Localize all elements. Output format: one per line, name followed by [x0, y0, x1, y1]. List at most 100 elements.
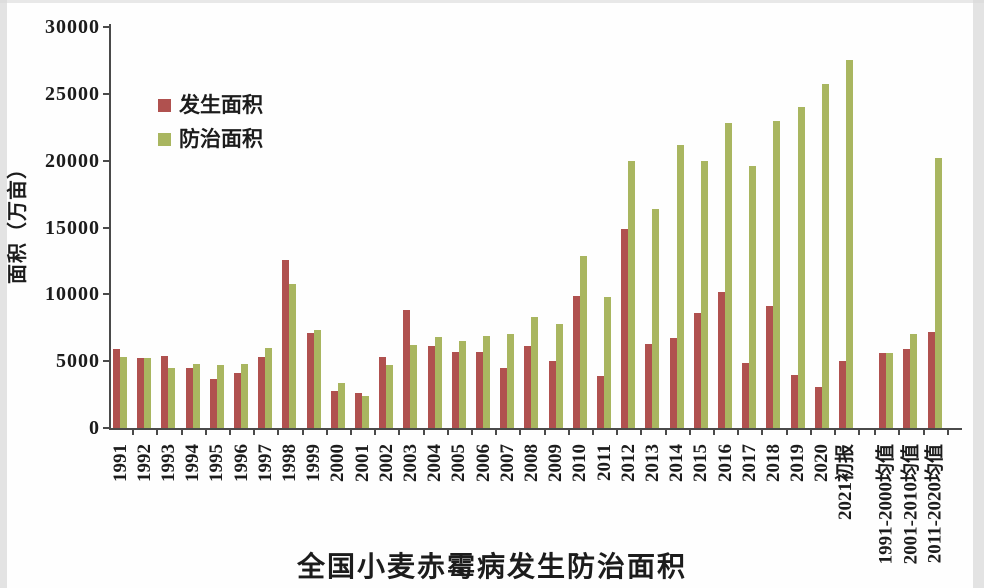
x-tick	[350, 430, 352, 435]
bar-occurrence-2018	[766, 306, 774, 428]
x-tick-label: 2004	[424, 444, 446, 482]
x-tick-label: 1994	[182, 444, 204, 482]
bar-occurrence-1998	[282, 259, 290, 428]
bar-occurrence-2005	[451, 351, 459, 428]
x-tick-label: 2017	[738, 444, 760, 482]
x-tick	[567, 430, 570, 435]
bar-control-2011-2020均值	[934, 157, 942, 428]
bar-control-1994	[192, 363, 200, 428]
bar-occurrence-2011-2020均值	[927, 331, 935, 428]
bar-occurrence-2004	[427, 346, 435, 428]
x-tick-label: 2006	[472, 444, 494, 482]
x-tick	[713, 430, 715, 435]
x-tick-label: 1999	[303, 444, 325, 482]
x-tick	[688, 430, 691, 435]
x-tick-label: 2003	[399, 444, 421, 482]
bar-occurrence-2002	[379, 357, 387, 428]
x-tick	[374, 430, 377, 435]
x-tick-label: 1996	[230, 444, 252, 482]
bar-occurrence-2013	[645, 343, 653, 428]
scan-edge-top	[0, 0, 984, 3]
x-tick	[301, 430, 304, 435]
x-tick	[422, 430, 425, 435]
x-tick	[785, 430, 788, 435]
bar-control-2013	[652, 208, 660, 428]
x-tick	[664, 430, 667, 435]
bar-control-2001-2010均值	[910, 334, 918, 428]
y-tick-label: 15000	[45, 216, 100, 239]
x-tick	[946, 430, 949, 435]
legend-label: 防治面积	[179, 127, 263, 151]
bar-control-2003	[410, 345, 418, 428]
bar-occurrence-2012	[621, 228, 629, 428]
legend-label: 发生面积	[179, 93, 263, 117]
x-axis-line	[109, 428, 962, 430]
x-tick-label: 2007	[496, 444, 518, 482]
x-tick-label: 2001	[351, 444, 373, 482]
bar-control-2010	[579, 255, 587, 428]
bar-control-2016	[725, 123, 732, 428]
x-tick-label: 2020	[811, 444, 833, 482]
bar-occurrence-2020	[814, 386, 822, 428]
bar-control-2019	[797, 107, 805, 428]
bar-occurrence-2003	[403, 310, 411, 428]
y-tick-label: 5000	[56, 350, 100, 373]
x-tick-label: 2008	[520, 444, 542, 482]
x-tick	[809, 430, 812, 435]
y-tick	[103, 293, 110, 296]
x-tick-label: 2018	[762, 444, 784, 482]
legend-row-control: 防治面积	[158, 129, 263, 150]
bar-occurrence-2014	[669, 338, 677, 428]
bar-control-2002	[386, 365, 394, 428]
bar-occurrence-1993	[161, 355, 169, 428]
bar-control-2000	[337, 382, 345, 428]
bar-control-2006	[483, 335, 490, 428]
x-tick	[156, 430, 159, 435]
y-tick	[103, 26, 110, 28]
x-tick	[898, 430, 901, 435]
x-tick-label: 2014	[666, 444, 688, 482]
x-tick-label: 2015	[690, 444, 712, 482]
x-tick	[229, 430, 231, 435]
bar-control-2004	[434, 337, 442, 428]
x-tick	[519, 430, 522, 435]
bar-occurrence-1997	[258, 357, 266, 428]
y-axis-line	[109, 24, 111, 430]
bar-control-1991	[120, 357, 127, 428]
bar-control-2007	[507, 334, 515, 428]
x-tick-label: 1993	[157, 444, 179, 482]
x-tick	[922, 430, 925, 435]
bar-control-2009	[555, 323, 563, 428]
bar-occurrence-2016	[718, 291, 725, 428]
bar-occurrence-2007	[500, 367, 508, 428]
bar-occurrence-1994	[185, 367, 193, 428]
chart-title: 全国小麦赤霉病发生防治面积	[296, 552, 687, 583]
legend-swatch-icon	[158, 99, 171, 112]
x-tick-label: 1991	[109, 444, 131, 482]
scan-edge-left	[0, 0, 7, 588]
x-tick	[495, 430, 498, 435]
x-tick	[543, 430, 546, 435]
bar-occurrence-2006	[476, 351, 483, 428]
x-tick	[592, 430, 594, 435]
x-tick-label: 2013	[641, 444, 663, 482]
bar-control-1992	[144, 358, 152, 428]
bar-control-2012	[628, 160, 636, 428]
bar-occurrence-1991	[113, 349, 120, 428]
bar-control-1997	[265, 347, 273, 428]
legend-row-occurrence: 发生面积	[158, 95, 263, 116]
x-tick	[180, 430, 183, 435]
y-tick	[103, 427, 110, 429]
x-tick	[446, 430, 449, 435]
x-tick	[616, 430, 619, 435]
bar-occurrence-2009	[548, 361, 556, 428]
y-tick	[103, 159, 110, 162]
x-tick-label: 2010	[569, 444, 591, 482]
bar-control-2001	[362, 395, 369, 428]
bar-control-1995	[216, 365, 224, 428]
bar-occurrence-2000	[330, 390, 338, 428]
bar-control-2021初报	[846, 60, 853, 428]
bar-control-2018	[773, 120, 781, 428]
bar-occurrence-2001-2010均值	[903, 349, 911, 428]
bar-control-2014	[676, 144, 684, 428]
